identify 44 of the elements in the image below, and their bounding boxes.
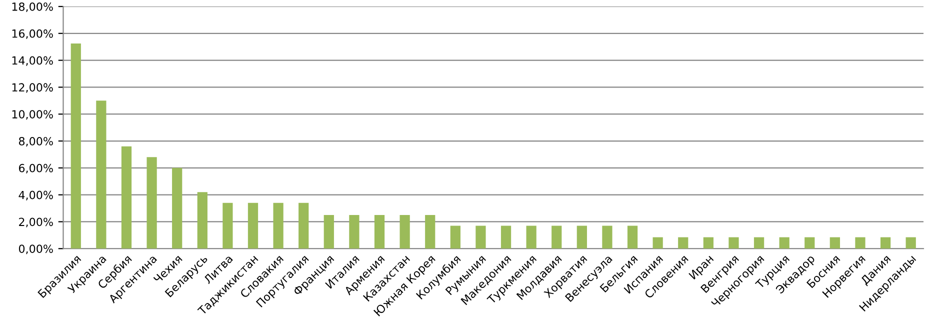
bar xyxy=(855,237,866,249)
bar xyxy=(70,43,81,249)
bar xyxy=(779,237,790,249)
y-tick-label: 2,00% xyxy=(19,218,53,228)
bar xyxy=(576,226,587,249)
bar xyxy=(146,157,157,249)
bar xyxy=(728,237,739,249)
bar xyxy=(400,214,410,249)
bar xyxy=(425,214,436,249)
bar xyxy=(96,100,106,249)
bar xyxy=(248,202,258,249)
y-tick-label: 14,00% xyxy=(12,56,53,66)
bar xyxy=(602,226,612,249)
bar xyxy=(804,237,815,249)
bar xyxy=(703,237,714,249)
y-tick-label: 8,00% xyxy=(18,136,53,147)
bar xyxy=(830,237,840,249)
bar xyxy=(450,226,460,249)
bar xyxy=(754,237,764,249)
bar xyxy=(197,192,208,249)
bar xyxy=(172,168,182,249)
bar xyxy=(627,226,638,249)
y-tick-label: 4,00% xyxy=(18,190,53,200)
y-tick-label: 0,00% xyxy=(18,244,53,254)
bar xyxy=(349,214,360,249)
bar xyxy=(880,237,891,249)
y-tick-label: 18,00% xyxy=(12,2,53,12)
bar xyxy=(678,237,688,249)
bar xyxy=(121,146,132,249)
bar xyxy=(500,226,512,249)
y-tick-label: 10,00% xyxy=(12,110,53,120)
bar xyxy=(526,226,536,249)
bar xyxy=(298,202,309,249)
bar xyxy=(324,214,334,249)
bar xyxy=(906,237,916,249)
bar xyxy=(476,226,486,249)
bar xyxy=(652,237,663,249)
bar xyxy=(222,202,233,249)
y-tick-label: 12,00% xyxy=(12,83,53,93)
bar xyxy=(374,214,385,249)
y-tick-label: 16,00% xyxy=(12,29,53,39)
y-tick-label: 6,00% xyxy=(18,164,53,174)
bar xyxy=(273,202,284,249)
bar xyxy=(552,226,562,249)
